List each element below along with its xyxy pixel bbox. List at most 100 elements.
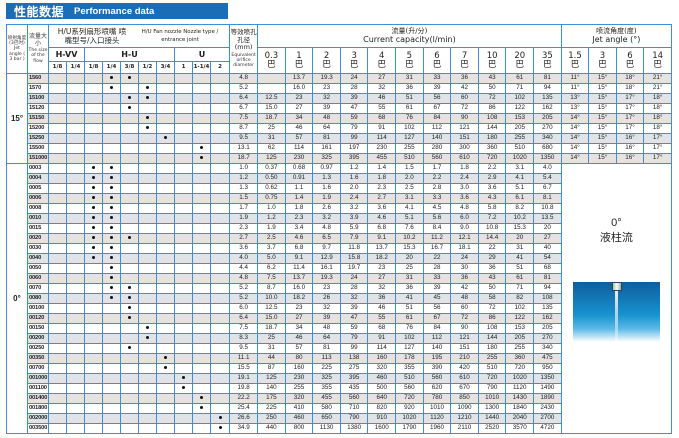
available-dot-icon bbox=[92, 246, 95, 250]
size-header: 流量大小 The size of the flow bbox=[27, 24, 49, 74]
jet-angle-value: 18° bbox=[643, 93, 672, 104]
connection-cell bbox=[209, 113, 231, 124]
flow-value: 19.3 bbox=[312, 273, 341, 284]
flow-value: 61 bbox=[505, 273, 535, 284]
connection-cell bbox=[102, 423, 121, 434]
connection-cell bbox=[102, 333, 121, 344]
flow-value: 32 bbox=[367, 83, 397, 94]
flow-value: 67 bbox=[422, 313, 452, 324]
connection-cell bbox=[84, 423, 103, 434]
connection-cell bbox=[84, 73, 103, 84]
flow-value: 2.5 bbox=[395, 183, 424, 194]
connection-cell bbox=[102, 273, 121, 284]
flow-value: 11.8 bbox=[339, 243, 369, 254]
available-dot-icon bbox=[92, 206, 95, 210]
connection-cell bbox=[192, 383, 211, 394]
flow-value: 12.5 bbox=[257, 93, 286, 104]
flow-value: 121 bbox=[450, 123, 479, 134]
flow-value: 1440 bbox=[477, 413, 507, 424]
connection-cell bbox=[192, 253, 211, 264]
connection-cell bbox=[192, 113, 211, 124]
flow-value: 10.2 bbox=[505, 213, 535, 224]
flow-value: 4.6 bbox=[284, 233, 314, 244]
connection-cell bbox=[102, 103, 121, 114]
flow-value: 31 bbox=[395, 73, 424, 84]
flow-value: 127 bbox=[395, 343, 424, 354]
connection-cell bbox=[156, 333, 175, 344]
flow-value: 2.5 bbox=[257, 233, 286, 244]
connection-cell bbox=[66, 413, 85, 424]
flow-value: 18.2 bbox=[367, 253, 397, 264]
available-dot-icon bbox=[128, 306, 131, 310]
flow-value: 125 bbox=[257, 373, 286, 384]
connection-cell bbox=[48, 423, 67, 434]
connection-cell bbox=[174, 273, 193, 284]
solid-stream-panel: 0° 液柱流 bbox=[560, 163, 673, 434]
flow-value: 102 bbox=[395, 123, 424, 134]
connection-cell bbox=[102, 143, 121, 154]
flow-value: 161 bbox=[312, 143, 341, 154]
nozzle-size: 15250 bbox=[27, 133, 49, 144]
flow-value: 3.6 bbox=[450, 193, 479, 204]
connection-cell bbox=[138, 183, 157, 194]
available-dot-icon bbox=[110, 206, 113, 210]
connection-cell bbox=[192, 323, 211, 334]
flow-value: 30 bbox=[450, 263, 479, 274]
title-cn: 性能数据 bbox=[14, 4, 65, 19]
connection-cell bbox=[209, 123, 231, 134]
available-dot-icon bbox=[92, 196, 95, 200]
connection-cell bbox=[209, 243, 231, 254]
available-dot-icon bbox=[110, 286, 113, 290]
flow-value: 1090 bbox=[450, 403, 479, 414]
connection-cell bbox=[138, 83, 157, 94]
flow-value: 23 bbox=[312, 83, 341, 94]
nozzle-size: 00700 bbox=[27, 363, 49, 374]
connection-cell bbox=[120, 283, 139, 294]
connection-cell bbox=[156, 373, 175, 384]
angle-pressure-header: 14 巴 bbox=[643, 47, 672, 74]
flow-value: 325 bbox=[312, 153, 341, 164]
connection-cell bbox=[174, 393, 193, 404]
jet-angle-value: 15° bbox=[588, 113, 617, 124]
connection-cell bbox=[120, 173, 139, 184]
capacity-pressure-header: 10 巴 bbox=[477, 47, 507, 74]
connection-cell bbox=[120, 333, 139, 344]
section-jet-angle: 15° bbox=[6, 73, 28, 164]
flow-value: 1790 bbox=[395, 423, 424, 434]
pressure-unit: 巴 bbox=[294, 59, 304, 70]
connection-cell bbox=[174, 343, 193, 354]
connection-cell bbox=[209, 133, 231, 144]
flow-value: 10.8 bbox=[533, 203, 562, 214]
flow-value: 510 bbox=[477, 363, 507, 374]
flow-value: 10.8 bbox=[477, 223, 507, 234]
connection-cell bbox=[174, 213, 193, 224]
flow-value: 2.3 bbox=[284, 213, 314, 224]
flow-value: 10.2 bbox=[395, 233, 424, 244]
connection-cell bbox=[66, 273, 85, 284]
jet-angle-value: 17° bbox=[615, 123, 645, 134]
nozzle-icon bbox=[611, 281, 622, 291]
table-row: 0050 4.4 6.2 11.4 16.1 19.7 23 25 28 30 36 51 68 bbox=[7, 263, 672, 274]
flow-value: 180 bbox=[477, 133, 507, 144]
flow-value: 18.7 bbox=[257, 113, 286, 124]
flow-value: 230 bbox=[367, 143, 397, 154]
connection-cell bbox=[156, 113, 175, 124]
orifice-diameter: 6.4 bbox=[229, 313, 259, 324]
table-row: 1570 5.2 16.0 23 28 32 36 39 42 50 71 94 11° 15° 18° 21… bbox=[7, 83, 672, 94]
connection-cell bbox=[138, 393, 157, 404]
flow-value: 140 bbox=[422, 133, 452, 144]
flow-value: 138 bbox=[339, 353, 369, 364]
connection-cell bbox=[156, 103, 175, 114]
connection-cell bbox=[192, 203, 211, 214]
connection-cell bbox=[120, 113, 139, 124]
flow-value: 1.4 bbox=[284, 193, 314, 204]
flow-value: 90 bbox=[450, 323, 479, 334]
flow-value: 31 bbox=[395, 273, 424, 284]
orifice-diameter: 15.5 bbox=[229, 363, 259, 374]
connection-cell bbox=[209, 313, 231, 324]
flow-value: 20 bbox=[395, 253, 424, 264]
available-dot-icon bbox=[92, 256, 95, 260]
pressure-value: 7 bbox=[461, 50, 468, 61]
flow-value: 560 bbox=[422, 373, 452, 384]
connection-cell bbox=[48, 113, 67, 124]
